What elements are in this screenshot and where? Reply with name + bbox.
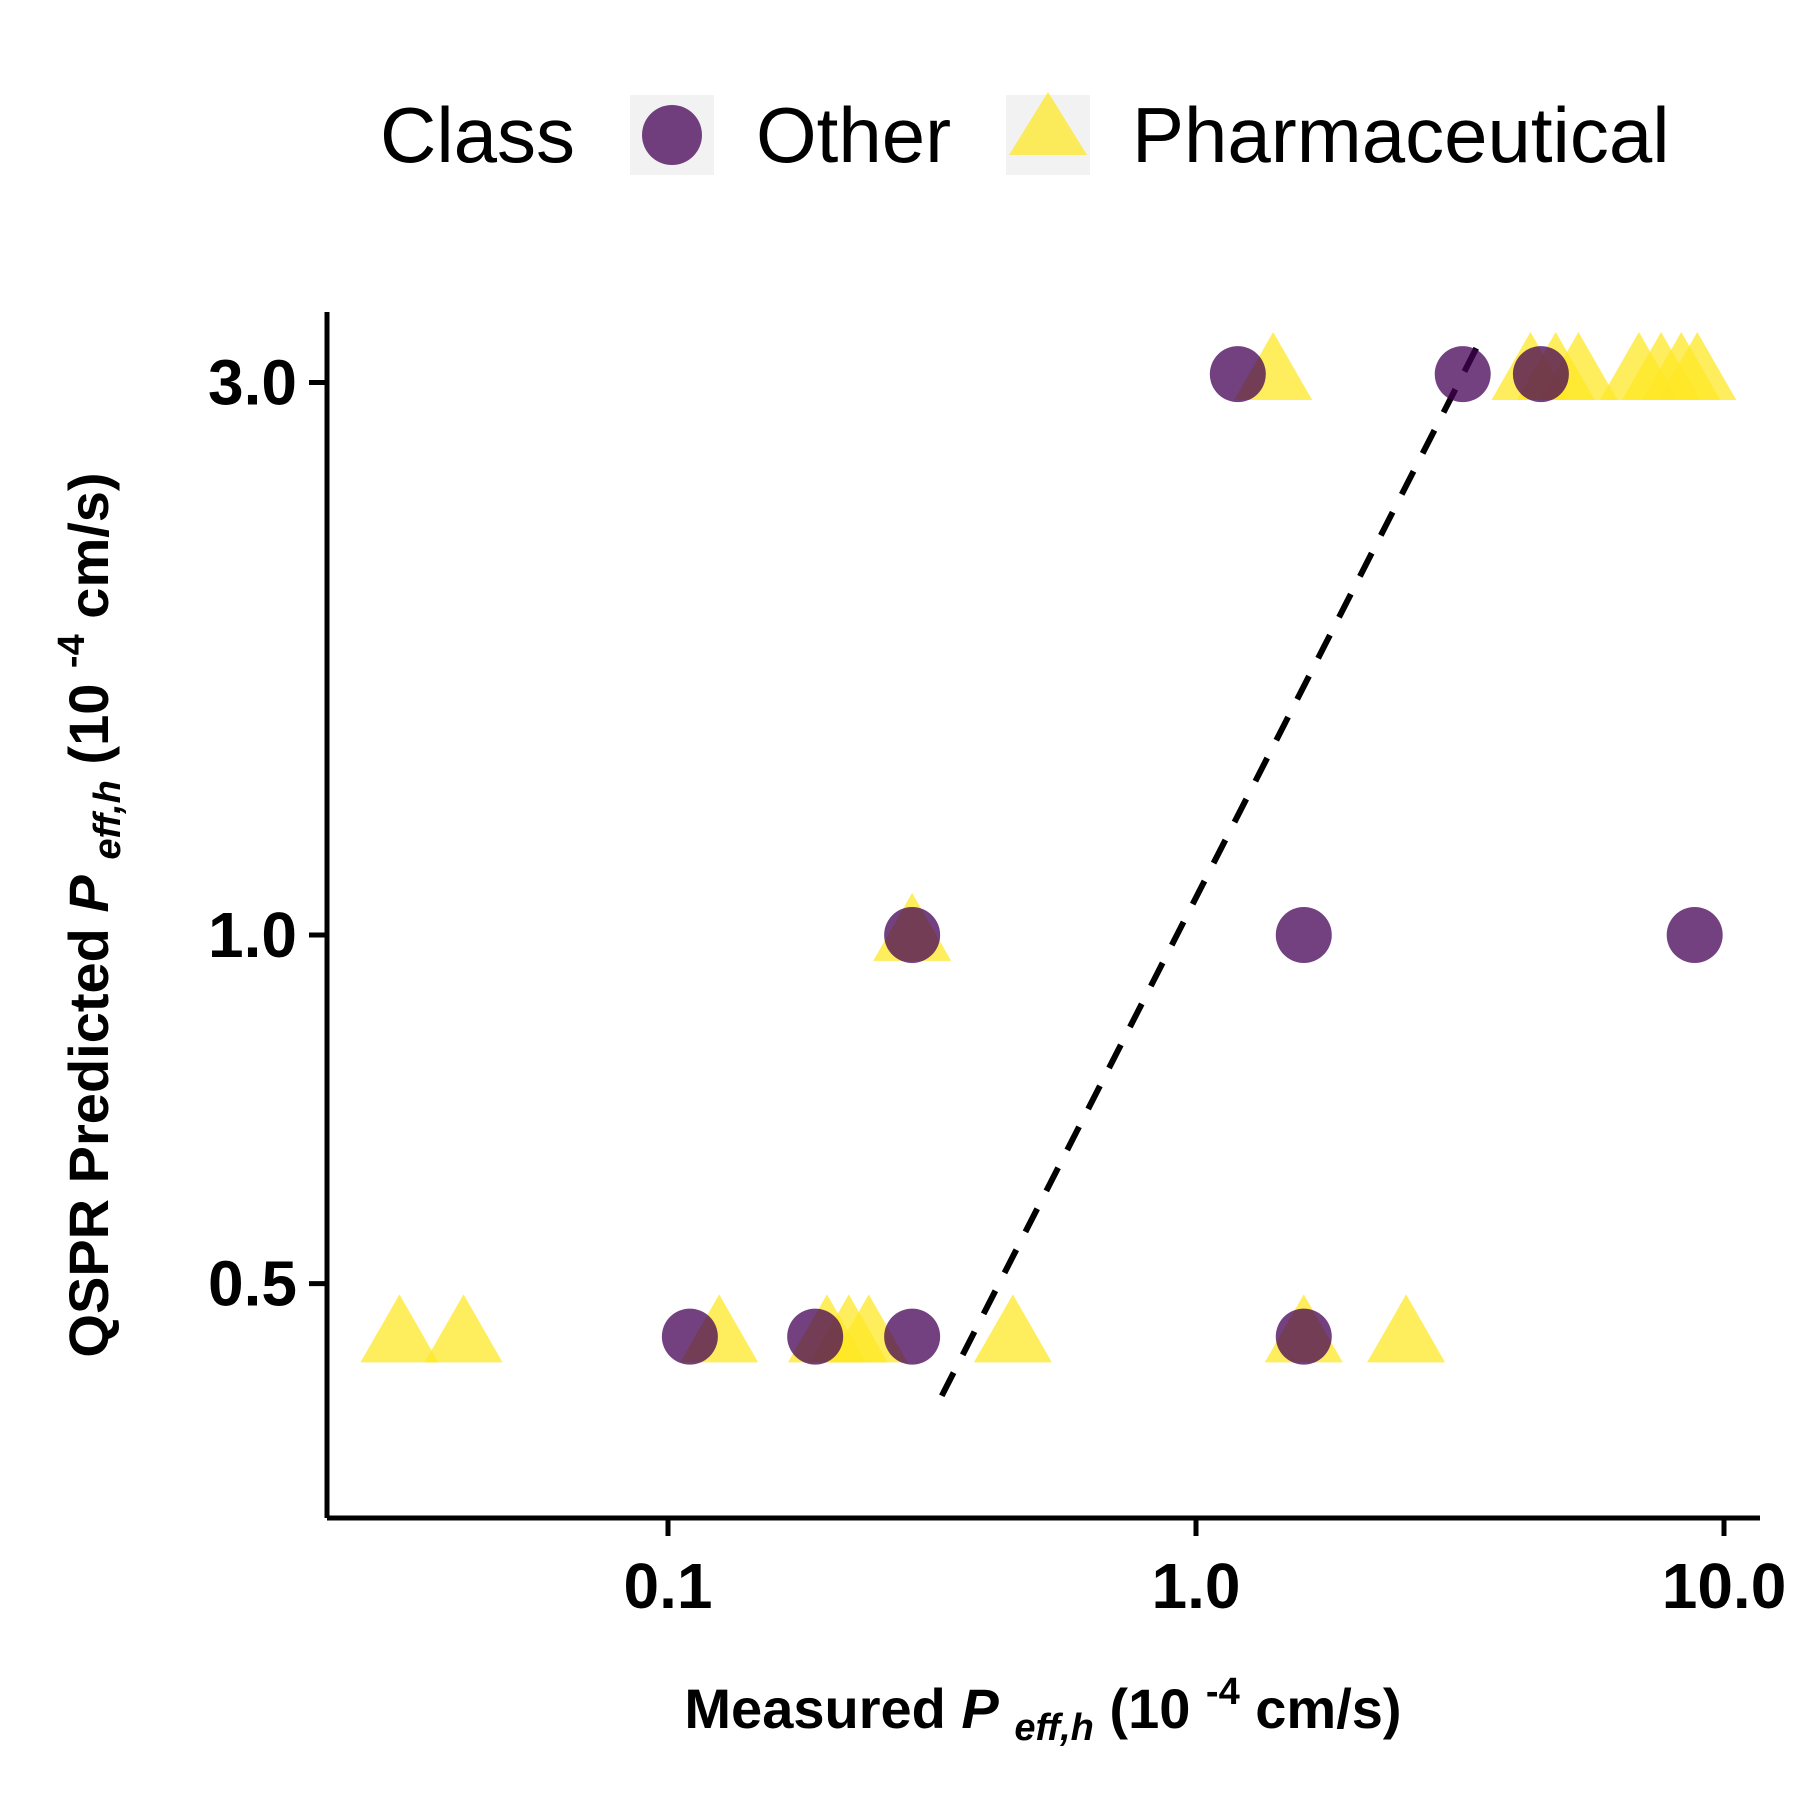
y-axis-title-var: P — [57, 875, 120, 913]
x-tick-label: 0.1 — [624, 1550, 713, 1622]
point-pharmaceutical — [424, 1294, 503, 1363]
y-axis-title-prefix: QSPR Predicted — [57, 913, 120, 1358]
y-axis-title-unit-close: cm/s) — [57, 472, 120, 618]
legend-title: Class — [380, 91, 575, 179]
x-axis-title-exp: -4 — [1206, 1671, 1240, 1713]
x-axis-title-var: P — [961, 1677, 999, 1740]
x-axis-ticks: 0.1 1.0 10.0 — [624, 1518, 1787, 1622]
x-axis-title-prefix: Measured — [684, 1677, 961, 1740]
y-axis-title-sub: eff,h — [87, 780, 129, 860]
point-other — [1275, 1308, 1332, 1365]
legend-label-pharmaceutical: Pharmaceutical — [1132, 91, 1670, 179]
y-tick-label: 1.0 — [208, 899, 297, 971]
data-points — [360, 332, 1737, 1365]
legend: Class Other Pharmaceutical — [380, 91, 1670, 179]
x-axis-title-sub: eff,h — [1014, 1707, 1094, 1749]
point-other — [661, 1308, 718, 1365]
x-axis-title-unit-close: cm/s) — [1255, 1677, 1401, 1740]
x-axis-title-unit-open: (10 — [1109, 1677, 1190, 1740]
y-tick-label: 0.5 — [208, 1248, 297, 1320]
legend-label-other: Other — [756, 91, 951, 179]
x-tick-label: 10.0 — [1662, 1550, 1787, 1622]
point-other — [1512, 346, 1569, 403]
point-other — [884, 907, 941, 963]
point-pharmaceutical — [1367, 1294, 1446, 1363]
reference-dashed-line — [939, 333, 1486, 1398]
legend-key-other-circle-icon — [642, 105, 702, 165]
point-other — [1666, 907, 1723, 963]
point-pharmaceutical — [360, 1294, 439, 1363]
y-axis-title-unit-open: (10 — [57, 684, 120, 765]
point-pharmaceutical — [1658, 332, 1737, 401]
legend-key-pharmaceutical-triangle-icon — [1009, 92, 1087, 155]
point-pharmaceutical — [973, 1294, 1052, 1363]
point-other — [1275, 907, 1332, 963]
y-axis-title-exp: -4 — [51, 634, 93, 668]
y-axis-title: QSPR Predicted P eff,h (10 -4 cm/s) — [33, 472, 132, 1357]
point-other — [884, 1308, 941, 1365]
x-tick-label: 1.0 — [1152, 1550, 1241, 1622]
point-other — [787, 1308, 844, 1365]
y-axis-ticks: 0.5 1.0 3.0 — [208, 346, 327, 1320]
y-tick-label: 3.0 — [208, 346, 297, 418]
point-other — [1434, 346, 1491, 403]
point-other — [1209, 346, 1266, 403]
x-axis-title: Measured P eff,h (10 -4 cm/s) — [684, 1653, 1401, 1752]
